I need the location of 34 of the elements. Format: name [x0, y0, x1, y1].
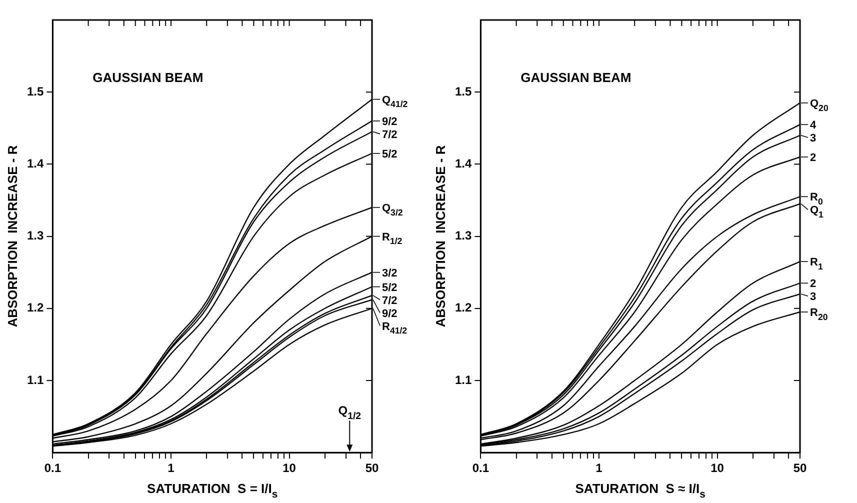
legend-label: 4 — [810, 120, 817, 132]
legend-label: 5/2 — [382, 148, 398, 160]
annotation: GAUSSIAN BEAM — [520, 70, 632, 85]
annotation: GAUSSIAN BEAM — [92, 70, 204, 85]
y-tick-label: 1.2 — [454, 300, 472, 315]
x-tick-label: 0.1 — [472, 461, 490, 476]
y-tick-label: 1.5 — [454, 84, 472, 98]
x-tick-label: 0.1 — [44, 461, 62, 476]
y-tick-label: 1.5 — [26, 84, 44, 98]
legend-label: 3/2 — [382, 267, 398, 280]
y-axis-title: ABSORPTION INCREASE - R — [5, 144, 20, 328]
legend-label: 7/2 — [382, 128, 398, 141]
legend-label: 9/2 — [382, 116, 398, 128]
y-axis-title: ABSORPTION INCREASE - R — [433, 144, 448, 328]
x-tick-label: 10 — [282, 461, 296, 476]
y-tick-label: 1.4 — [454, 156, 472, 171]
legend-label: 3 — [810, 132, 816, 145]
legend-label: 7/2 — [382, 294, 398, 307]
y-tick-label: 1.1 — [26, 372, 44, 387]
y-tick-label: 1.3 — [26, 228, 44, 243]
x-tick-label: 10 — [710, 461, 724, 476]
x-tick-label: 50 — [365, 461, 379, 476]
legend-label: 5/2 — [382, 282, 398, 294]
y-tick-label: 1.3 — [454, 228, 472, 243]
legend-label: 9/2 — [382, 308, 398, 320]
x-tick-label: 1 — [168, 461, 175, 476]
y-tick-label: 1.1 — [454, 372, 472, 387]
x-tick-label: 50 — [793, 461, 807, 476]
legend-label: 2 — [810, 152, 816, 164]
legend-label: 2 — [810, 278, 816, 290]
y-tick-label: 1.4 — [26, 156, 44, 171]
x-tick-label: 1 — [596, 461, 603, 476]
legend-label: 3 — [810, 291, 816, 304]
y-tick-label: 1.2 — [26, 300, 44, 315]
